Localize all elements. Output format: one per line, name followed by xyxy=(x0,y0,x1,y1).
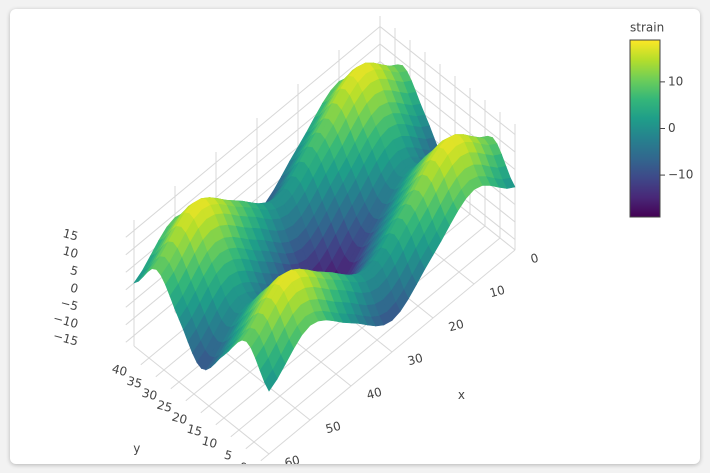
x-tick-label: 10 xyxy=(488,283,506,300)
z-tick-label: −5 xyxy=(59,295,80,313)
colorbar-tick-label: 0 xyxy=(668,121,676,135)
x-tick-label: 40 xyxy=(365,385,383,402)
z-grid-line xyxy=(125,26,381,238)
y-tick-label: 30 xyxy=(140,386,158,403)
y-tick-label: 40 xyxy=(110,362,128,379)
y-tick-label: 15 xyxy=(185,422,203,439)
colorbar xyxy=(629,39,661,218)
z-tick-label: 5 xyxy=(69,263,80,279)
z-tick-label: −10 xyxy=(52,311,80,331)
z-grid-line xyxy=(379,26,516,135)
y-grid-line xyxy=(260,249,516,462)
x-tick-label: 60 xyxy=(283,453,301,464)
plot-card: 01020304050600510152025303540−15−10−5051… xyxy=(10,9,700,464)
colorbar-title: strain xyxy=(630,21,664,35)
z-tick-label: 10 xyxy=(61,244,79,261)
x-axis-title: x xyxy=(458,388,465,402)
colorbar-tick-label: −10 xyxy=(668,168,693,182)
y-grid-line xyxy=(245,237,501,450)
surface-patch xyxy=(264,369,278,392)
y-tick-label: 0 xyxy=(238,460,249,464)
y-tick-label: 20 xyxy=(170,410,188,427)
z-grid-line xyxy=(125,43,381,256)
z-tick-label: 0 xyxy=(69,281,80,297)
x-tick-label: 20 xyxy=(447,317,465,334)
x-tick-label: 30 xyxy=(406,351,424,368)
z-tick-label: −15 xyxy=(52,329,80,349)
z-tick-label: 15 xyxy=(61,226,79,243)
y-axis-title: y xyxy=(133,441,140,455)
x-tick-label: 50 xyxy=(324,419,342,436)
y-tick-label: 35 xyxy=(125,374,143,391)
y-tick-label: 10 xyxy=(200,434,218,451)
y-tick-label: 25 xyxy=(155,398,173,415)
x-grid-line xyxy=(133,345,270,455)
x-tick-label: 0 xyxy=(529,251,540,267)
y-grid-line xyxy=(230,225,486,438)
y-tick-label: 5 xyxy=(223,448,234,464)
chart: 01020304050600510152025303540−15−10−5051… xyxy=(52,16,693,464)
z-grid-line xyxy=(379,43,516,153)
colorbar-tick-label: 10 xyxy=(668,74,683,88)
surface-patch xyxy=(133,268,148,284)
surface xyxy=(133,62,516,392)
